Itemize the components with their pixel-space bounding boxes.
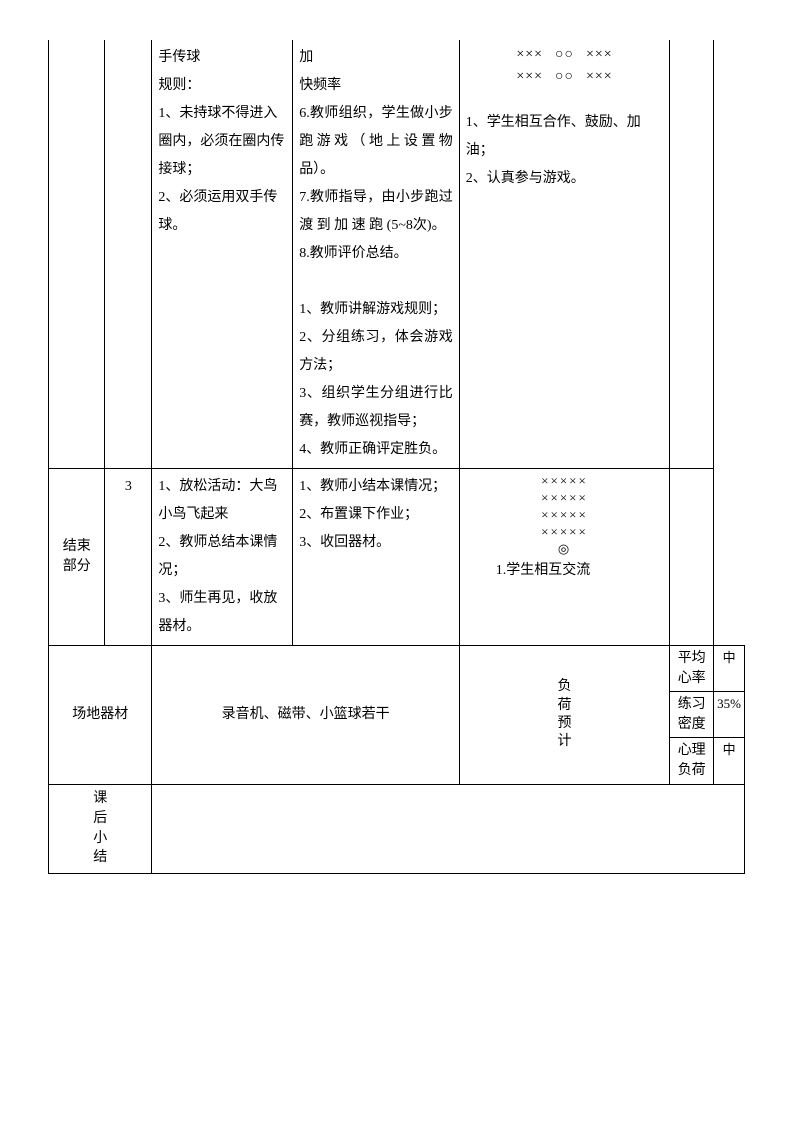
diagram-symbol: ××× (586, 66, 613, 88)
diagram-symbol: ○○ (555, 44, 574, 66)
load-metric-label: 练习密度 (670, 692, 714, 738)
content-cell-a: 1、放松活动：大鸟小鸟飞起来 2、教师总结本课情况； 3、师生再见，收放器材。 (152, 469, 293, 646)
time-cell: 3 (105, 469, 152, 646)
content-cell-b: 加 快频率 6.教师组织，学生做小步跑游戏（地上设置物品）。 7.教师指导，由小… (293, 40, 460, 469)
postclass-label-cell: 课后小结 (49, 784, 152, 873)
load-metric-value: 中 (714, 646, 745, 692)
table-row: 手传球 规则： 1、未持球不得进入圈内，必须在圈内传接球； 2、必须运用双手传球… (49, 40, 745, 469)
content-cell-c: ××××× ××××× ××××× ××××× ◎ 1.学生相互交流 (459, 469, 669, 646)
equipment-label-cell: 场地器材 (49, 646, 152, 785)
content-cell-c: ××× ○○ ××× ××× ○○ ××× 1、学生相互合作、鼓励、加油； 2、… (459, 40, 669, 469)
load-metric-label: 平均心率 (670, 646, 714, 692)
load-metric-value: 中 (714, 738, 745, 784)
table-row: 结束 部分 3 1、放松活动：大鸟小鸟飞起来 2、教师总结本课情况； 3、师生再… (49, 469, 745, 646)
formation-diagram-row: ××××× (466, 507, 663, 524)
equipment-label: 场地器材 (72, 707, 128, 722)
table-row: 场地器材 录音机、磁带、小篮球若干 负荷预计 平均心率 中 (49, 646, 745, 692)
diagram-symbol: ××× (586, 44, 613, 66)
load-label-cell: 负荷预计 (459, 646, 669, 785)
content-cell-b: 1、教师小结本课情况； 2、布置课下作业； 3、收回器材。 (293, 469, 460, 646)
section-label-cell: 结束 部分 (49, 469, 105, 646)
lesson-plan-table: 手传球 规则： 1、未持球不得进入圈内，必须在圈内传接球； 2、必须运用双手传球… (48, 40, 745, 874)
section-label-cell (49, 40, 105, 469)
diagram-symbol: ○○ (555, 66, 574, 88)
table-row: 课后小结 (49, 784, 745, 873)
load-metric-value: 35% (714, 692, 745, 738)
teacher-summary-text: 1、教师小结本课情况； 2、布置课下作业； 3、收回器材。 (299, 473, 453, 557)
content-cell-a: 手传球 规则： 1、未持球不得进入圈内，必须在圈内传接球； 2、必须运用双手传球… (152, 40, 293, 469)
student-exchange-text: 1.学生相互交流 (466, 557, 663, 585)
formation-diagram-row: ××××× (466, 473, 663, 490)
load-label: 负荷预计 (462, 678, 667, 751)
formation-diagram-row: ××× ○○ ××× (466, 44, 663, 66)
load-metric-label: 心理负荷 (670, 738, 714, 784)
diagram-symbol: ××× (516, 44, 543, 66)
section-label: 部分 (63, 559, 91, 574)
rules-text: 手传球 规则： 1、未持球不得进入圈内，必须在圈内传接球； 2、必须运用双手传球… (158, 44, 286, 240)
postclass-label: 课后小结 (55, 789, 145, 867)
formation-diagram-row: ××× ○○ ××× (466, 66, 663, 88)
time-cell (105, 40, 152, 469)
ending-content-text: 1、放松活动：大鸟小鸟飞起来 2、教师总结本课情况； 3、师生再见，收放器材。 (158, 473, 286, 641)
equipment-value-cell: 录音机、磁带、小篮球若干 (152, 646, 459, 785)
teacher-activity-text: 加 快频率 6.教师组织，学生做小步跑游戏（地上设置物品）。 7.教师指导，由小… (299, 44, 453, 464)
time-value: 3 (125, 479, 132, 494)
section-label: 结束 (63, 539, 91, 554)
formation-diagram-row: ××××× (466, 524, 663, 541)
student-activity-text: 1、学生相互合作、鼓励、加油； 2、认真参与游戏。 (466, 109, 663, 193)
diagram-symbol: ××× (516, 66, 543, 88)
empty-cell (670, 40, 714, 469)
postclass-content-cell (152, 784, 745, 873)
equipment-value: 录音机、磁带、小篮球若干 (222, 707, 390, 722)
formation-diagram-row: ××××× (466, 490, 663, 507)
empty-cell (670, 469, 714, 646)
formation-diagram-row: ◎ (466, 541, 663, 558)
